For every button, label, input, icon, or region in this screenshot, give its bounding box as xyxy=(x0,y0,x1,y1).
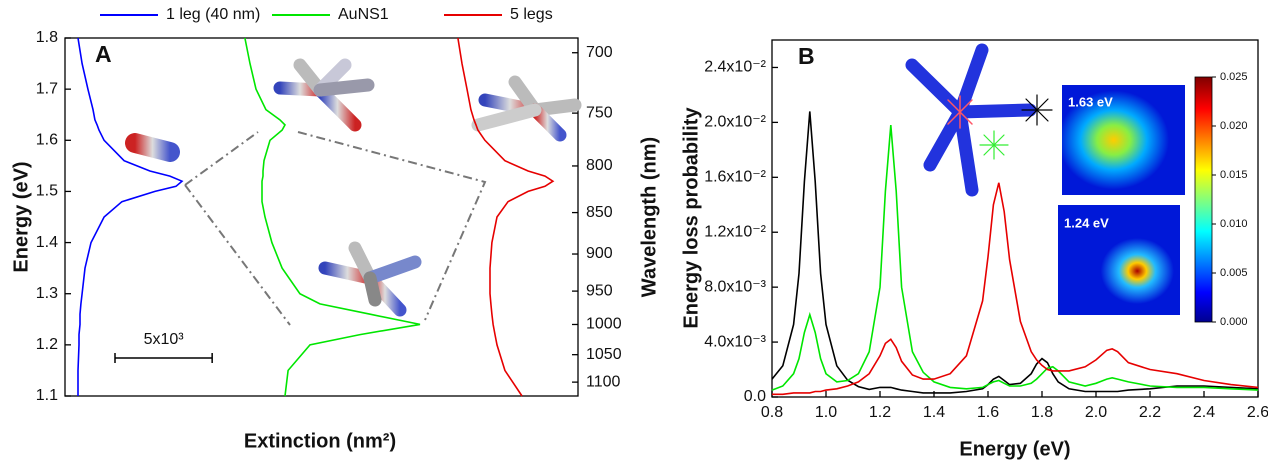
x-axis-title: Energy (eV) xyxy=(959,438,1070,460)
y-tick-label: 1.2 xyxy=(36,336,58,353)
x-tick-label: 0.8 xyxy=(761,404,783,421)
legend-label: 1 leg (40 nm) xyxy=(166,6,260,23)
y-axis-title: Energy loss probability xyxy=(680,107,702,329)
x-tick-label: 2.0 xyxy=(1085,404,1107,421)
series-line xyxy=(771,125,1259,391)
x-tick-label: 1.8 xyxy=(1031,404,1053,421)
guide-lines xyxy=(184,131,487,326)
y-tick-label: 4.0x10⁻³ xyxy=(704,333,766,350)
series-line xyxy=(457,37,555,397)
y2-tick-label: 950 xyxy=(586,282,613,299)
y2-tick-label: 1100 xyxy=(586,373,621,390)
field-map xyxy=(1062,85,1185,195)
field-map xyxy=(1058,205,1180,315)
panel-label: A xyxy=(95,41,112,67)
series-line xyxy=(771,111,1259,394)
y-tick-label: 1.3 xyxy=(36,285,58,302)
colorbar-tick-label: 0.015 xyxy=(1220,169,1248,181)
y2-tick-label: 1050 xyxy=(586,346,622,363)
y-tick-label: 8.0x10⁻³ xyxy=(704,278,766,295)
scale-bar-label: 5x10³ xyxy=(144,331,185,348)
x-tick-label: 2.6 xyxy=(1247,404,1268,421)
y-axis-title: Energy (eV) xyxy=(10,161,32,272)
y-tick-label: 1.7 xyxy=(36,80,58,97)
map-label: 1.24 eV xyxy=(1064,215,1109,230)
y2-tick-label: 750 xyxy=(586,104,613,121)
panel-label: B xyxy=(798,43,815,69)
y-tick-label: 1.1 xyxy=(36,387,58,404)
y-tick-label: 1.6x10⁻² xyxy=(704,169,766,186)
y-tick-label: 0.0 xyxy=(744,388,766,405)
x-tick-label: 1.4 xyxy=(923,404,945,421)
y2-tick-label: 850 xyxy=(586,204,613,221)
plot-frame xyxy=(771,39,1259,398)
colorbar-tick-label: 0.020 xyxy=(1220,120,1248,132)
legend-label: AuNS1 xyxy=(338,6,389,23)
x-tick-label: 1.0 xyxy=(815,404,837,421)
y-tick-label: 1.6 xyxy=(36,132,58,149)
colorbar-tick-label: 0.025 xyxy=(1220,71,1248,83)
colorbar-tick-label: 0.010 xyxy=(1220,218,1248,230)
x-tick-label: 2.2 xyxy=(1139,404,1161,421)
y2-tick-label: 1000 xyxy=(586,316,622,333)
y2-tick-label: 900 xyxy=(586,245,613,262)
series-line xyxy=(244,37,421,397)
y2-tick-label: 700 xyxy=(586,44,613,61)
y-tick-label: 1.2x10⁻² xyxy=(704,223,766,240)
colorbar-tick-label: 0.000 xyxy=(1220,316,1248,328)
nanostar-rendering xyxy=(905,43,1053,197)
legend-label: 5 legs xyxy=(510,6,553,23)
series-line xyxy=(77,37,184,396)
map-label: 1.63 eV xyxy=(1068,94,1113,109)
x-tick-label: 1.2 xyxy=(869,404,891,421)
y-tick-label: 1.4 xyxy=(36,234,58,251)
x-tick-label: 1.6 xyxy=(977,404,999,421)
x-axis-title: Extinction (nm²) xyxy=(244,430,396,452)
plot-frame xyxy=(64,37,579,397)
nanostructure-renderings xyxy=(125,58,582,317)
y2-tick-label: 800 xyxy=(586,157,613,174)
colorbar-tick-label: 0.005 xyxy=(1220,267,1248,279)
y-tick-label: 1.5 xyxy=(36,183,58,200)
y-tick-label: 2.4x10⁻² xyxy=(704,59,766,76)
y-tick-label: 1.8 xyxy=(36,29,58,46)
series-line xyxy=(772,182,1259,396)
y-tick-label: 2.0x10⁻² xyxy=(704,114,766,131)
x-tick-label: 2.4 xyxy=(1193,404,1215,421)
y2-axis-title: Wavelength (nm) xyxy=(638,137,660,297)
colorbar xyxy=(1194,76,1213,323)
